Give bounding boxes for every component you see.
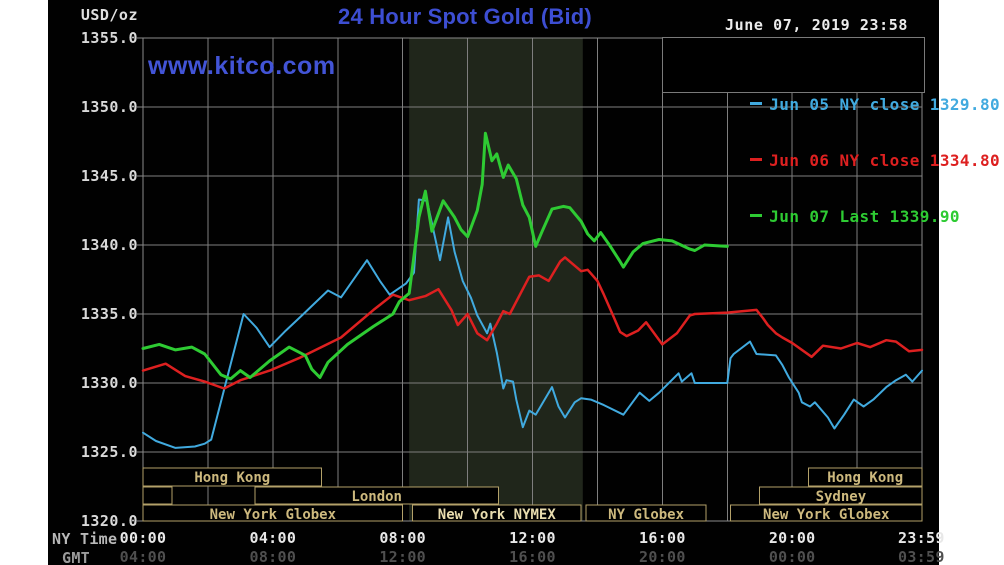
session-box [729,504,923,522]
ny-tick-label: 04:00 [249,529,297,547]
ny-tick-label: 00:00 [119,529,167,547]
legend-label: Jun 05 NY close 1329.80 [769,95,1001,114]
gmt-caption: GMT [62,549,90,565]
chart-title: 24 Hour Spot Gold (Bid) [338,4,592,29]
series-line-jun-07 [141,131,729,381]
session-box [254,486,499,505]
session-label: Hong Kong [194,470,270,486]
session-label: Sydney [816,489,867,505]
session-box [807,467,923,487]
gmt-tick-label: 00:00 [768,548,816,565]
session-box [585,504,707,522]
gold-spot-chart: Hong Kong Hong Kong London Sydney New York G… [48,0,1000,565]
y-tick-label: 1320.0 [80,512,138,530]
gmt-tick-label: 12:00 [379,548,426,565]
ny-tick-label: 20:00 [768,529,816,547]
legend: Jun 05 NY close 1329.80 Jun 06 NY close … [662,37,1000,226]
session-box [142,486,173,505]
gmt-tick-label: 16:00 [509,548,556,565]
session-box [142,467,323,487]
legend-item-jun06: Jun 06 NY close 1334.80 [670,134,1000,170]
legend-dash-icon [750,214,763,217]
legend-item-jun05: Jun 05 NY close 1329.80 [670,78,1000,114]
session-label: London [351,489,402,505]
gmt-tick-label: 04:00 [119,548,167,565]
session-box [759,486,923,505]
legend-item-jun07: Jun 07 Last 1339.90 [670,190,959,226]
legend-dash-icon [750,158,763,161]
ny-tick-label: 08:00 [379,529,426,547]
legend-label: Jun 07 Last 1339.90 [769,207,960,226]
series-line-jun-06 [141,256,924,390]
series-line-jun-05 [142,198,923,449]
y-tick-label: 1355.0 [80,29,138,47]
y-tick-label: 1335.0 [80,305,138,323]
session-label: New York Globex [210,507,337,523]
gmt-tick-label: 03:59 [898,548,945,565]
y-tick-label: 1340.0 [80,236,138,254]
ny-tick-label: 23:59 [898,529,945,547]
ny-tick-label: 12:00 [509,529,556,547]
gmt-tick-label: 08:00 [249,548,297,565]
gmt-tick-label: 20:00 [639,548,686,565]
kitco-watermark: www.kitco.com [148,52,336,80]
plot-area: Hong Kong Hong Kong London Sydney New York G… [137,37,924,523]
y-tick-label: 1330.0 [80,374,138,392]
session-box [142,504,404,522]
ny-tick-label: 16:00 [639,529,686,547]
y-tick-label: 1325.0 [80,443,138,461]
session-label: NY Globex [608,507,684,523]
session-label: New York NYMEX [438,507,557,523]
y-tick-label: 1345.0 [80,167,138,185]
session-label: New York Globex [763,507,890,523]
unit-label: USD/oz [80,6,138,24]
legend-label: Jun 06 NY close 1334.80 [769,151,1001,170]
session-box [411,504,582,522]
legend-dash-icon [750,102,763,105]
ny-time-caption: NY Time [52,530,118,548]
y-tick-label: 1350.0 [80,98,138,116]
session-label: Hong Kong [827,470,903,486]
chart-datetime: June 07, 2019 23:58 [725,16,908,34]
nymex-session-highlight-band [409,38,583,521]
